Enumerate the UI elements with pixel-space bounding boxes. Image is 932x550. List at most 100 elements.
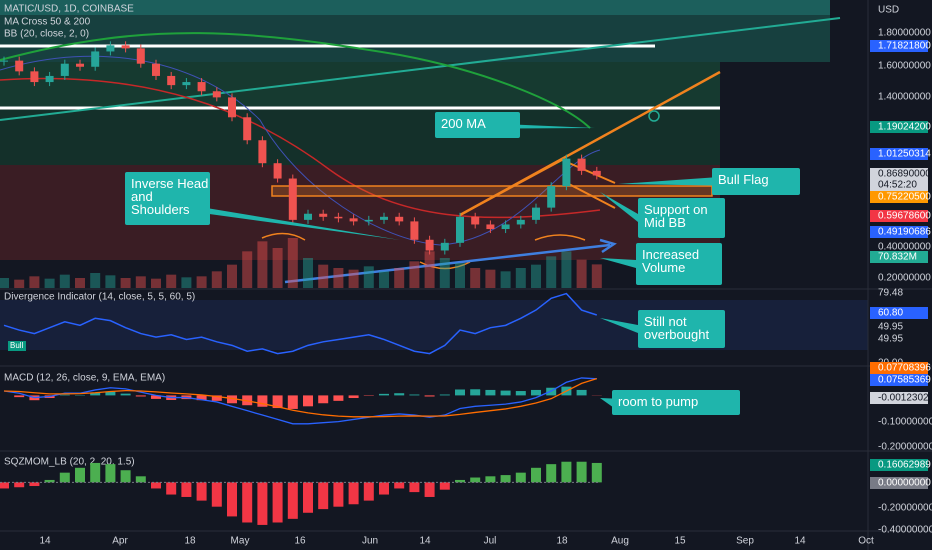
volume-bar	[455, 263, 465, 288]
macd-signal-line	[3, 377, 597, 418]
annotation-text: Increased	[642, 247, 699, 262]
axis-label-box	[870, 392, 928, 404]
header-ma: MA Cross 50 & 200	[4, 17, 91, 28]
annotation-text: Volume	[642, 260, 685, 275]
sqzmom-title: SQZMOM_LB (20, 2, 20, 1.5)	[4, 457, 135, 468]
candle	[304, 213, 312, 220]
zone	[0, 108, 720, 165]
volume-bar	[14, 279, 25, 288]
axis-label-box	[870, 210, 928, 222]
macd-hist	[135, 395, 146, 397]
sqzmom-bar	[591, 462, 602, 483]
volume-bar	[181, 277, 192, 288]
sqzmom-bar	[576, 461, 587, 483]
zone	[0, 300, 868, 350]
macd-hist	[105, 391, 116, 396]
candle	[471, 216, 480, 225]
time-label: Sep	[736, 536, 754, 547]
macd-hist	[424, 395, 435, 397]
candle	[562, 158, 571, 187]
candle	[121, 45, 130, 49]
sqzmom-bar	[120, 470, 131, 483]
volume-bar	[196, 276, 207, 288]
axis-label: 0.49190686	[878, 227, 931, 238]
volume-bar	[500, 271, 511, 288]
volume-bar	[546, 256, 557, 288]
candle	[410, 221, 419, 240]
volume-bar	[591, 264, 602, 288]
time-label: Jun	[362, 536, 378, 547]
axis-label: -0.00123029	[878, 393, 932, 404]
volume-bar	[135, 276, 146, 288]
annotation-pointer	[600, 192, 638, 222]
axis-label-box	[870, 40, 928, 52]
axis-label-box	[870, 191, 928, 203]
volume-bar	[211, 271, 222, 288]
sqzmom-bar	[318, 482, 329, 510]
sqzmom-bar	[105, 464, 116, 483]
macd-hist	[272, 395, 283, 409]
macd-hist	[485, 389, 496, 396]
sqzmom-bar	[90, 462, 101, 483]
annotation-text: Shoulders	[131, 202, 190, 217]
sqzmom-bar	[29, 482, 40, 487]
annotation-text: Still not	[644, 314, 687, 329]
volume-bar	[120, 278, 131, 288]
volume-bar	[59, 274, 70, 288]
volume-bar	[409, 261, 420, 288]
annotation-text: and	[131, 189, 153, 204]
macd-hist	[196, 395, 207, 401]
axis-label-box	[870, 251, 928, 263]
candle	[106, 45, 115, 52]
candle	[456, 216, 464, 243]
axis-label-box	[870, 148, 928, 160]
sqzmom-bar	[59, 472, 70, 483]
candle	[258, 140, 267, 164]
annotation-text: overbought	[644, 327, 709, 342]
annotation-text: Inverse Head	[131, 176, 208, 191]
zone	[0, 15, 830, 62]
time-label: 18	[556, 536, 568, 547]
annotation-text: 200 MA	[441, 116, 486, 131]
candle	[243, 117, 252, 141]
axis-label: 1.19024200	[878, 122, 931, 133]
drawings	[0, 17, 841, 284]
axis-label: 0.40000000	[878, 242, 931, 253]
axis-label: 79.48	[878, 288, 903, 299]
axis-label: -0.20000000	[878, 442, 932, 453]
sqzmom-bar	[439, 482, 450, 490]
time-label: Apr	[112, 536, 128, 547]
macd-hist	[59, 394, 70, 396]
axis-label: 1.71821800	[878, 41, 931, 52]
axis-label: 49.95	[878, 322, 903, 333]
sqzmom-bar	[227, 482, 237, 517]
time-label: 14	[794, 536, 806, 547]
header-symbol: MATIC/USD, 1D, COINBASE	[4, 4, 134, 15]
candle	[425, 239, 434, 251]
sqzmom-bar	[14, 482, 25, 488]
sqzmom-bar	[272, 482, 283, 523]
divergence-title: Divergence Indicator (14, close, 5, 5, 6…	[4, 292, 195, 303]
macd-hist	[348, 395, 359, 399]
candle	[91, 51, 100, 67]
sqzmom-bar	[0, 482, 9, 489]
time-label: 14	[419, 536, 431, 547]
sqzmom-bar	[470, 477, 481, 483]
annotation-text: room to pump	[618, 394, 698, 409]
volume-bar	[531, 264, 541, 288]
axis-label-box	[870, 374, 928, 386]
macd-hist	[14, 395, 25, 398]
sqzmom-bar	[166, 482, 177, 495]
sqzmom-bar	[348, 482, 359, 505]
header-bb: BB (20, close, 2, 0)	[4, 29, 89, 40]
candle	[501, 224, 510, 230]
annotation-pointer	[600, 398, 612, 407]
annotation-pointer	[618, 177, 712, 186]
candle	[592, 170, 601, 176]
candle	[76, 63, 84, 67]
axis-label: 0.59678600	[878, 211, 931, 222]
candle	[45, 75, 54, 83]
macd-hist	[303, 395, 313, 407]
volume-bar	[303, 258, 313, 288]
